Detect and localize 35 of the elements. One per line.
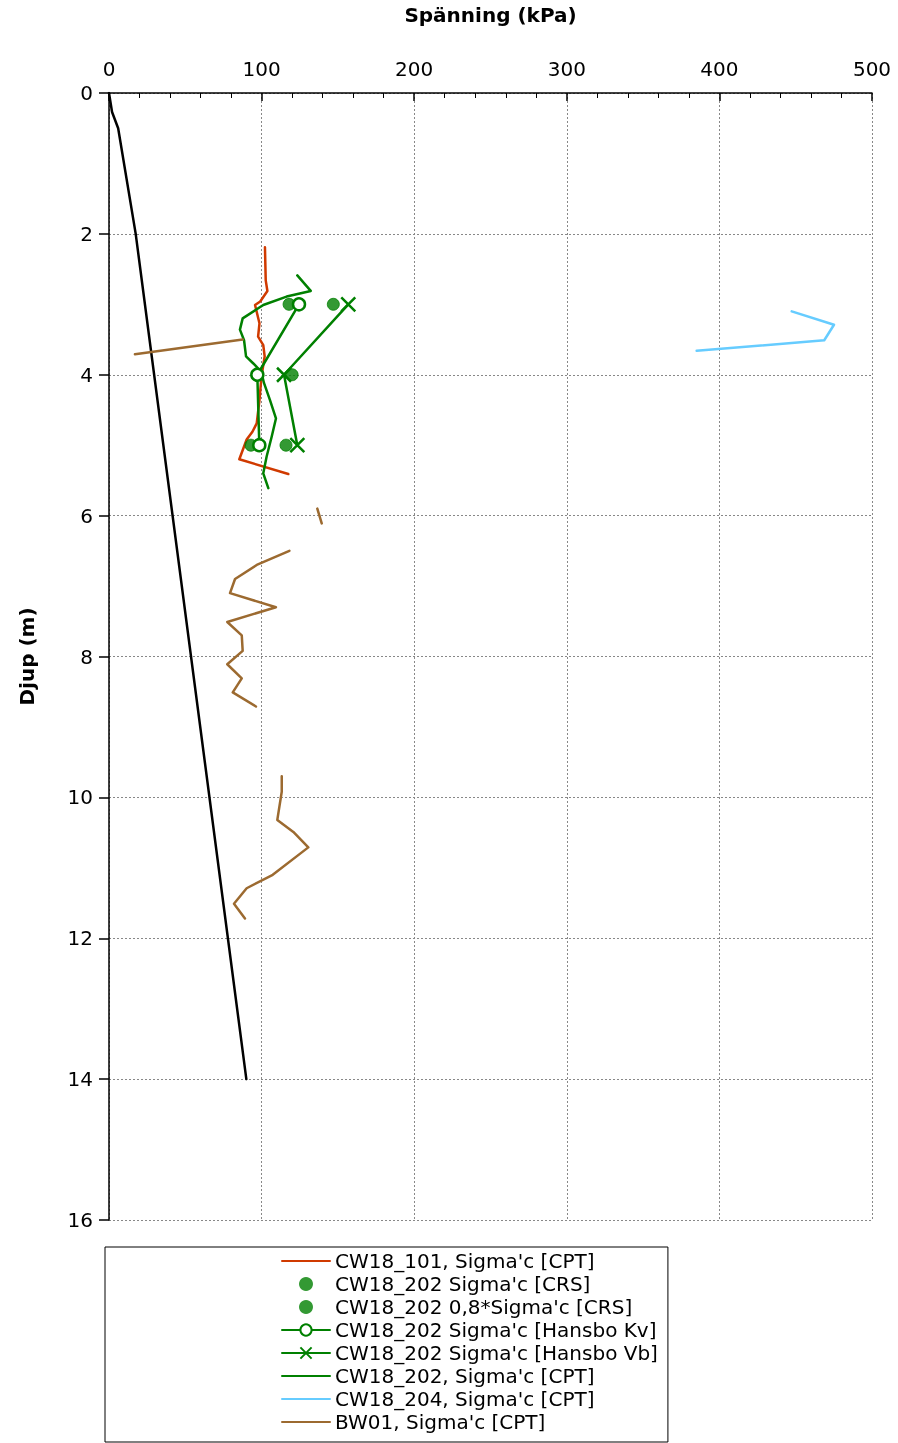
y-tick-label: 10 — [67, 785, 93, 810]
legend-label: BW01, Sigma'c [CPT] — [335, 1410, 546, 1434]
x-tick-label: 300 — [547, 57, 586, 81]
point — [250, 367, 265, 382]
x-axis-title: Spänning (kPa) — [404, 3, 577, 27]
y-tick-label: 6 — [80, 503, 93, 528]
point — [289, 436, 306, 454]
legend-label: CW18_101, Sigma'c [CPT] — [335, 1249, 595, 1273]
y-tick-label: 16 — [67, 1208, 93, 1232]
x-tick-label: 0 — [102, 57, 116, 81]
legend-label: CW18_202 Sigma'c [Hansbo Kv] — [335, 1318, 657, 1342]
point — [326, 297, 340, 311]
legend-label: CW18_202 0,8*Sigma'c [CRS] — [335, 1295, 633, 1319]
line-series — [238, 274, 312, 490]
point — [279, 438, 293, 452]
x-tick-label: 500 — [852, 57, 892, 81]
y-tick-label: 2 — [80, 221, 93, 246]
x-tick-label: 100 — [242, 57, 281, 81]
y-axis-title: Djup (m) — [15, 607, 39, 706]
legend-label: CW18_204, Sigma'c [CPT] — [335, 1387, 595, 1411]
x-tick-label: 400 — [700, 57, 739, 81]
x-tick-label: 200 — [395, 57, 434, 81]
point — [275, 366, 293, 383]
y-tick-label: 0 — [80, 81, 93, 105]
point — [291, 297, 307, 312]
y-tick-label: 14 — [67, 1067, 93, 1092]
y-tick-label: 4 — [80, 362, 93, 387]
legend-label: CW18_202, Sigma'c [CPT] — [335, 1364, 595, 1388]
point — [252, 437, 267, 453]
line-series — [695, 310, 836, 353]
legend-label: CW18_202 Sigma'c [CRS] — [335, 1272, 591, 1296]
point — [340, 296, 357, 313]
legend-label: CW18_202 Sigma'c [Hansbo Vb] — [335, 1341, 658, 1365]
y-tick-label: 8 — [80, 644, 93, 669]
y-tick-label: 12 — [67, 926, 93, 951]
